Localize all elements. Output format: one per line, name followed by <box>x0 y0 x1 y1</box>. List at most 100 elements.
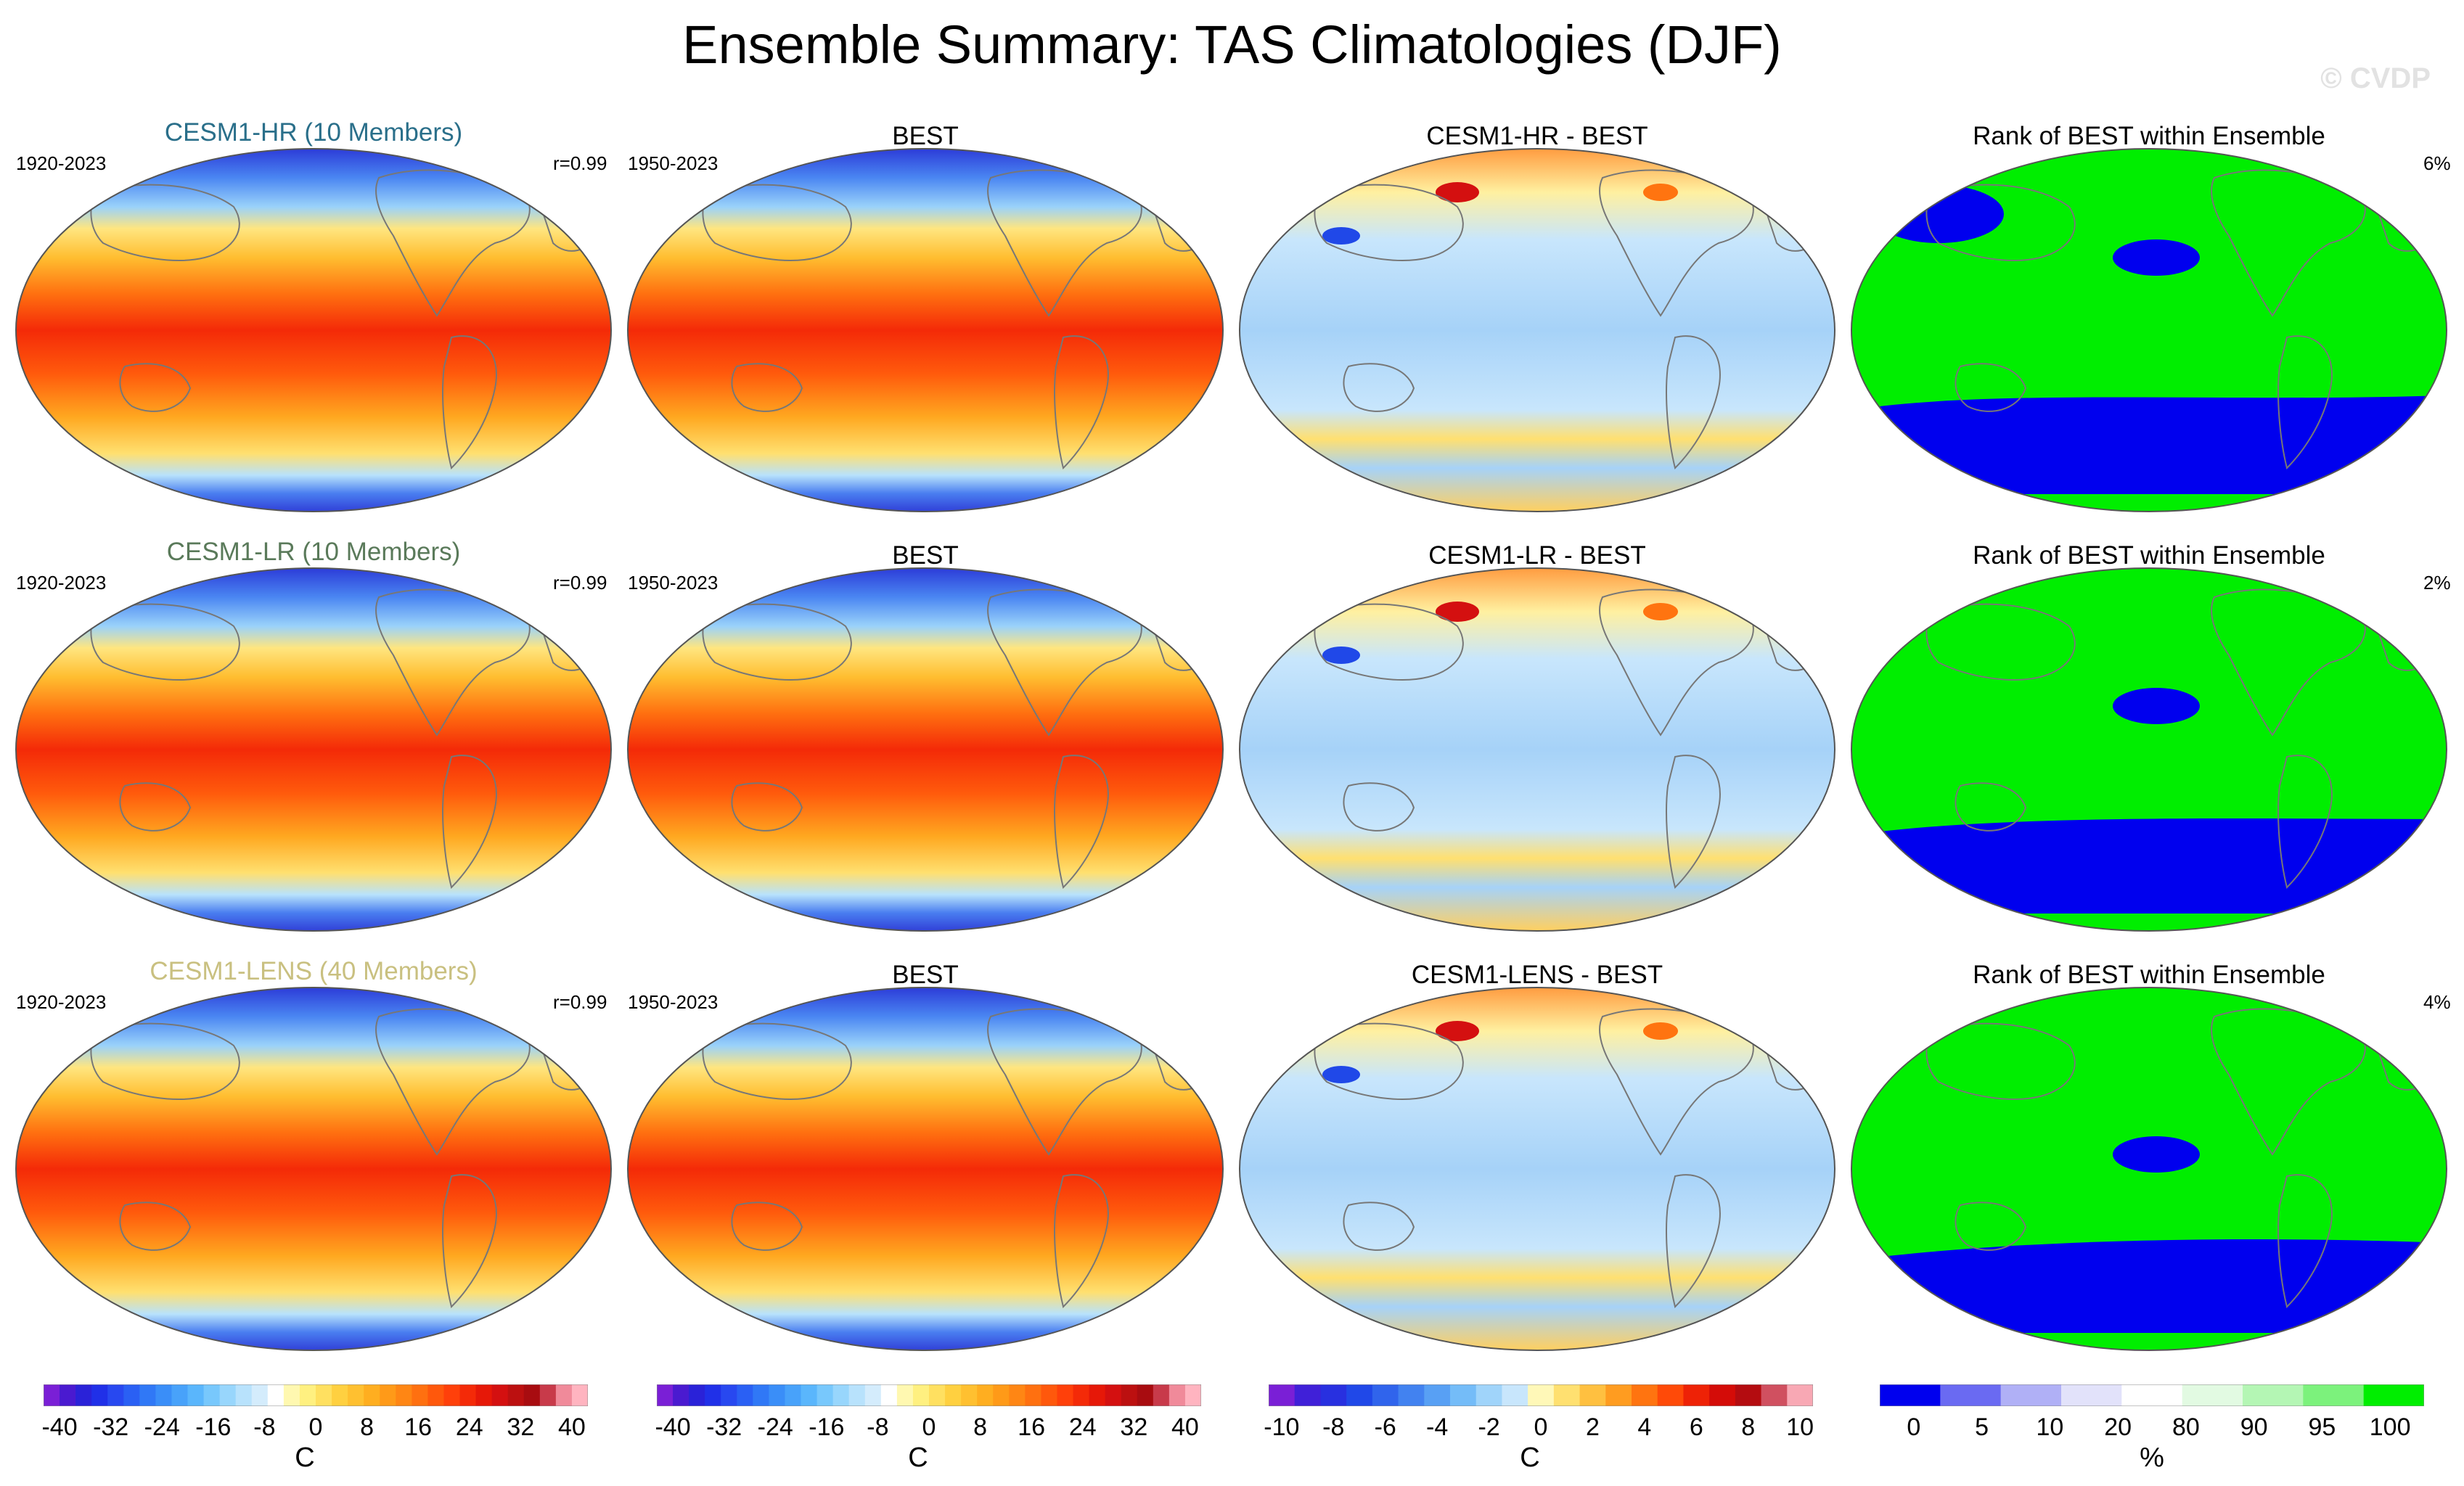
anomaly-coldspot <box>1322 646 1360 664</box>
map-gradient <box>1240 988 1835 1350</box>
colorbar-tick-label: -32 <box>706 1413 742 1441</box>
coastline <box>1925 1022 2076 1100</box>
coastline <box>702 1022 852 1100</box>
colorbar-box <box>1735 1384 1762 1406</box>
rank-field-blue <box>1851 1239 2447 1350</box>
colorbar-box <box>816 1384 834 1406</box>
rank-blob <box>2113 239 2200 276</box>
map-gradient <box>1240 149 1835 512</box>
anomaly-hotspot <box>1643 184 1678 201</box>
colorbar-box <box>945 1384 962 1406</box>
colorbar-tick-label: 10 <box>2036 1413 2064 1441</box>
colorbar-box <box>977 1384 994 1406</box>
colorbar-tick-label: -8 <box>867 1413 889 1441</box>
map-field <box>16 149 611 512</box>
colorbar-tick-label: -4 <box>1426 1413 1449 1441</box>
rank-field-blue <box>1851 395 2447 512</box>
coastline <box>90 1022 240 1100</box>
colorbar-box <box>2121 1384 2183 1406</box>
coastline <box>90 603 240 681</box>
colorbar-box <box>1184 1384 1201 1406</box>
colorbar-box <box>299 1384 316 1406</box>
rank-colorbar <box>1880 1384 2424 1406</box>
map-field <box>1240 568 1835 931</box>
colorbar-tick-label: 8 <box>973 1413 988 1441</box>
model-title: CESM1-HR (10 Members) <box>164 118 463 147</box>
rank-title: Rank of BEST within Ensemble <box>1973 541 2325 570</box>
coastline <box>702 603 852 681</box>
map-field <box>628 149 1223 512</box>
colorbar-box <box>1168 1384 1186 1406</box>
colorbar-tick-label: 24 <box>1068 1413 1097 1441</box>
rank-percent: 6% <box>2423 152 2451 174</box>
colorbar-tick-label: -6 <box>1374 1413 1396 1441</box>
colorbar-box <box>380 1384 396 1406</box>
colorbar-box <box>1057 1384 1074 1406</box>
colorbar-tick-label: 10 <box>1786 1413 1814 1441</box>
rank-blob <box>1873 185 2004 243</box>
difference-map <box>1239 567 1835 932</box>
map-gradient <box>628 149 1223 512</box>
colorbar-tick-label: 20 <box>2104 1413 2132 1441</box>
difference-title: CESM1-HR - BEST <box>1426 122 1648 150</box>
colorbar-box <box>219 1384 237 1406</box>
colorbar-tick-label: 40 <box>558 1413 586 1441</box>
colorbar-box <box>848 1384 866 1406</box>
colorbar-box <box>1105 1384 1122 1406</box>
colorbar-box <box>1761 1384 1788 1406</box>
colorbar-box <box>555 1384 573 1406</box>
rank-map <box>1851 148 2447 512</box>
obs-map <box>627 987 1224 1351</box>
difference-map <box>1239 987 1835 1351</box>
colorbar-box <box>864 1384 882 1406</box>
colorbar-box <box>1579 1384 1606 1406</box>
rank-blob <box>2113 1136 2200 1173</box>
colorbar-tick-label: 0 <box>308 1413 323 1441</box>
colorbar-box <box>1121 1384 1138 1406</box>
colorbar-tick-label: 80 <box>2172 1413 2200 1441</box>
rank-map <box>1851 567 2447 932</box>
map-field <box>16 988 611 1350</box>
map-field <box>1240 149 1835 512</box>
map-gradient <box>628 988 1223 1350</box>
colorbar-box <box>1880 1384 1941 1406</box>
colorbar-tick-label: -10 <box>1264 1413 1300 1441</box>
rank-percent: 4% <box>2423 991 2451 1013</box>
cvdp-watermark: © CVDP <box>2320 62 2431 94</box>
colorbar-box <box>705 1384 721 1406</box>
model-title: CESM1-LENS (40 Members) <box>150 957 478 985</box>
colorbar-tick-label: -8 <box>1322 1413 1345 1441</box>
colorbar-box <box>1475 1384 1503 1406</box>
colorbar-box <box>523 1384 541 1406</box>
colorbar-box <box>785 1384 802 1406</box>
colorbar-tick-label: -24 <box>757 1413 793 1441</box>
obs-map <box>627 567 1224 932</box>
colorbar-box <box>507 1384 525 1406</box>
anomaly-hotspot <box>1436 602 1479 622</box>
colorbar-box <box>1269 1384 1296 1406</box>
colorbar-box <box>2243 1384 2304 1406</box>
colorbar-box <box>2182 1384 2243 1406</box>
obs-period: 1950-2023 <box>628 572 719 594</box>
colorbar-box <box>1657 1384 1685 1406</box>
colorbar-tick-label: -40 <box>655 1413 691 1441</box>
map-border <box>1239 148 1835 512</box>
colorbar-box <box>412 1384 429 1406</box>
difference-title: CESM1-LENS - BEST <box>1411 961 1663 989</box>
colorbar-tick-label: 5 <box>1975 1413 1989 1441</box>
pattern-correlation: r=0.99 <box>553 152 607 174</box>
colorbar-box <box>235 1384 253 1406</box>
colorbar-box <box>1372 1384 1399 1406</box>
colorbar-box <box>91 1384 108 1406</box>
map-field <box>1851 568 2447 931</box>
colorbar-box <box>1605 1384 1632 1406</box>
colorbar-box <box>427 1384 445 1406</box>
coastline <box>1666 755 1721 889</box>
model-map <box>15 148 612 512</box>
colorbar-box <box>1320 1384 1347 1406</box>
colorbar-box <box>187 1384 205 1406</box>
colorbar-box <box>283 1384 300 1406</box>
map-field <box>1851 149 2447 512</box>
map-border <box>15 567 612 932</box>
map-field <box>628 568 1223 931</box>
